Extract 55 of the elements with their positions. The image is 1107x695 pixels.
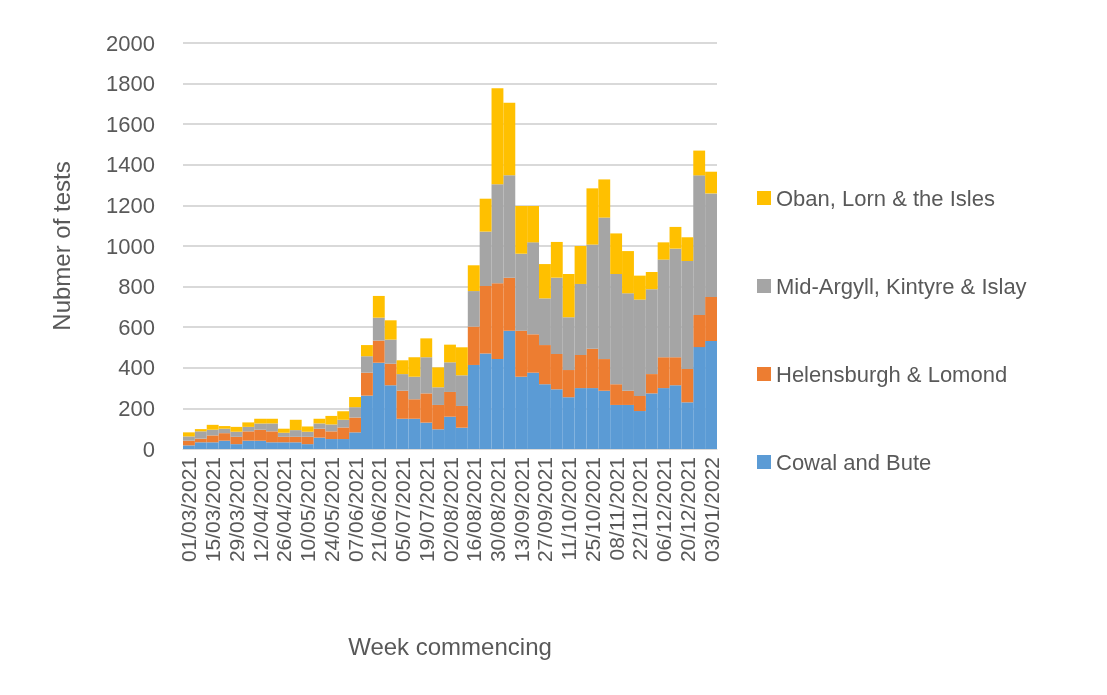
x-tick-label: 02/08/2021 <box>438 457 462 563</box>
legend-label: Helensburgh & Lomond <box>776 361 1008 387</box>
y-tick-label: 1200 <box>106 192 155 218</box>
x-tick-label: 16/08/2021 <box>462 457 486 563</box>
x-tick-label: 19/07/2021 <box>414 457 438 563</box>
bar <box>384 363 397 386</box>
bar <box>361 356 373 373</box>
x-tick-label: 15/03/2021 <box>201 457 225 563</box>
x-tick-label: 07/06/2021 <box>343 457 367 563</box>
y-tick-label: 0 <box>142 436 155 462</box>
bar <box>420 338 433 358</box>
x-tick-label: 05/07/2021 <box>391 457 415 563</box>
y-tick-label: 1000 <box>106 233 155 259</box>
y-tick-label: 2000 <box>106 30 155 56</box>
bar <box>432 367 445 388</box>
legend-label: Cowal and Bute <box>776 449 932 475</box>
y-axis-title: Nubmer of tests <box>47 161 75 331</box>
x-tick-label: 21/06/2021 <box>367 457 391 563</box>
x-tick-label: 29/03/2021 <box>224 457 248 563</box>
y-tick-label: 200 <box>118 395 155 421</box>
x-tick-label: 30/08/2021 <box>485 457 509 563</box>
x-tick-label: 01/03/2021 <box>177 457 201 563</box>
bar <box>349 397 361 408</box>
y-tick-label: 400 <box>118 355 155 381</box>
bar <box>372 295 385 318</box>
x-axis-title: Week commencing <box>348 632 552 660</box>
y-tick-label: 800 <box>118 274 155 300</box>
y-tick-label: 1400 <box>106 152 155 178</box>
x-tick-label: 24/05/2021 <box>319 457 343 563</box>
y-tick-label: 1600 <box>106 111 155 137</box>
bar <box>384 320 397 340</box>
bar <box>372 340 385 363</box>
bar <box>183 432 195 437</box>
bar <box>349 407 361 418</box>
x-tick-label: 22/11/2021 <box>628 457 652 561</box>
y-tick-label: 1800 <box>106 71 155 97</box>
bar <box>467 291 480 327</box>
legend-label: Oban, Lorn & the Isles <box>776 185 995 211</box>
bar <box>467 265 480 292</box>
x-tick-label: 11/10/2021 <box>557 457 581 561</box>
x-tick-label: 10/05/2021 <box>296 457 320 563</box>
x-tick-label: 12/04/2021 <box>248 457 272 563</box>
legend-label: Mid-Argyll, Kintyre & Islay <box>776 273 1027 299</box>
x-tick-label: 08/11/2021 <box>604 457 628 561</box>
x-tick-label: 13/09/2021 <box>509 457 533 563</box>
x-tick-label: 20/12/2021 <box>675 457 699 563</box>
y-tick-label: 600 <box>118 314 155 340</box>
x-tick-label: 27/09/2021 <box>533 457 557 563</box>
x-tick-label: 03/01/2022 <box>699 457 723 563</box>
x-tick-label: 26/04/2021 <box>272 457 296 563</box>
x-tick-label: 06/12/2021 <box>652 457 676 563</box>
bar <box>361 372 373 396</box>
bar <box>479 198 492 232</box>
bar <box>361 345 373 357</box>
x-tick-label: 25/10/2021 <box>580 457 604 563</box>
